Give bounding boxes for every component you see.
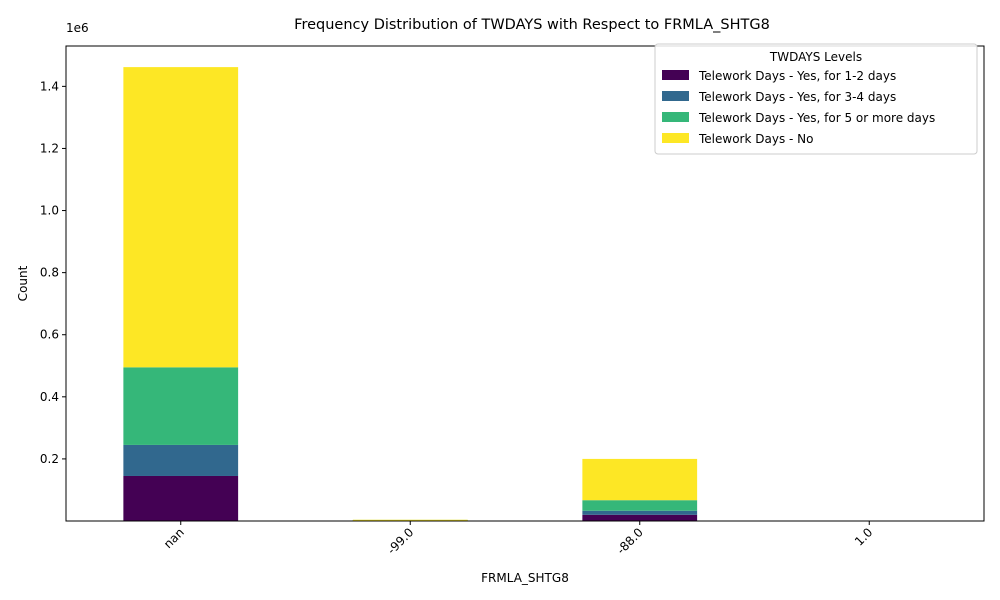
bar-segment [123, 367, 239, 445]
y-tick-label: 0.2 [40, 452, 59, 466]
legend-title: TWDAYS Levels [769, 50, 862, 64]
y-offset-label: 1e6 [66, 21, 89, 35]
x-axis-label: FRMLA_SHTG8 [481, 571, 569, 585]
bar-segment [123, 475, 239, 521]
bar-segment [123, 444, 239, 476]
legend-items: Telework Days - Yes, for 1-2 days Telewor… [662, 69, 935, 146]
bar-segment [123, 67, 239, 368]
legend-label: Telework Days - Yes, for 1-2 days [698, 69, 896, 83]
bar-segment [582, 500, 698, 511]
legend-label: Telework Days - Yes, for 5 or more days [698, 111, 935, 125]
chart-title: Frequency Distribution of TWDAYS with Re… [294, 17, 770, 33]
y-axis-label: Count [16, 265, 30, 301]
plot-frame [65, 45, 985, 522]
bar-segment [582, 458, 698, 501]
x-tick-label: 1.0 [852, 525, 875, 548]
x-tick-label: -88.0 [614, 525, 646, 557]
y-tick-label: 1.4 [40, 79, 59, 93]
y-tick-label: 1.0 [40, 204, 59, 218]
legend-label: Telework Days - No [698, 132, 813, 146]
legend-swatch [662, 133, 689, 143]
y-tick-label: 0.4 [40, 390, 59, 404]
legend-swatch [662, 112, 689, 122]
bar-segment [582, 514, 698, 521]
bars [123, 67, 698, 522]
x-axis: nan -99.0 -88.0 1.0 [161, 521, 875, 557]
legend-swatch [662, 91, 689, 101]
bar-segment [352, 519, 468, 521]
legend-label: Telework Days - Yes, for 3-4 days [698, 90, 896, 104]
y-tick-label: 0.8 [40, 266, 59, 280]
y-tick-label: 1.2 [40, 141, 59, 155]
y-tick-label: 0.6 [40, 328, 59, 342]
legend-swatch [662, 70, 689, 80]
legend-box [654, 43, 978, 155]
x-tick-label: -99.0 [385, 525, 417, 557]
bar-segment [582, 510, 698, 515]
x-tick-label: nan [161, 525, 187, 551]
y-axis: 0.2 0.4 0.6 0.8 1.0 1.2 1.4 [40, 79, 66, 466]
legend: TWDAYS Levels Telework Days - Yes, for 1… [654, 43, 978, 155]
